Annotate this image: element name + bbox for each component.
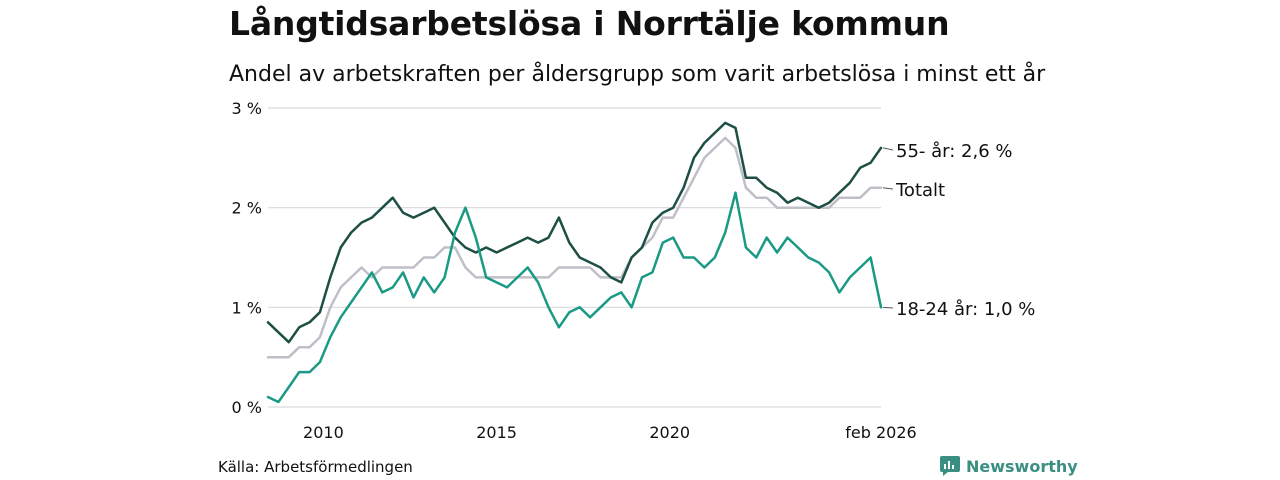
series-label-leader: [882, 187, 894, 190]
label-layer: 0 % 1 % 2 % 3 % 2010 2015 2020 feb 2026 55- år: …: [232, 99, 1036, 442]
source-note: Källa: Arbetsförmedlingen: [218, 458, 413, 476]
series-end-label: Totalt: [895, 180, 945, 201]
newsworthy-icon: [940, 456, 960, 476]
brand-name: Newsworthy: [966, 456, 1078, 476]
chart-title: Långtidsarbetslösa i Norrtälje kommun: [229, 4, 950, 43]
y-tick-label: 2 %: [232, 199, 262, 218]
series-layer: [266, 121, 883, 404]
series-label-leader: [882, 306, 894, 309]
series-label-leader: [882, 147, 894, 151]
y-tick-label: 1 %: [232, 298, 262, 317]
x-tick-label: feb 2026: [845, 423, 916, 442]
series-line: [266, 136, 883, 359]
y-tick-label: 3 %: [232, 99, 262, 118]
series-line: [266, 191, 883, 404]
x-tick-label: 2010: [303, 423, 344, 442]
brand-logo: Newsworthy: [940, 456, 1078, 476]
chart-subtitle: Andel av arbetskraften per åldersgrupp s…: [229, 62, 1046, 87]
series-end-label: 55- år: 2,6 %: [896, 141, 1012, 162]
series-end-label: 18-24 år: 1,0 %: [896, 299, 1035, 320]
x-tick-label: 2020: [649, 423, 690, 442]
grid-layer: [268, 107, 881, 408]
y-tick-label: 0 %: [232, 398, 262, 417]
x-tick-label: 2015: [476, 423, 517, 442]
series-line: [266, 121, 883, 344]
